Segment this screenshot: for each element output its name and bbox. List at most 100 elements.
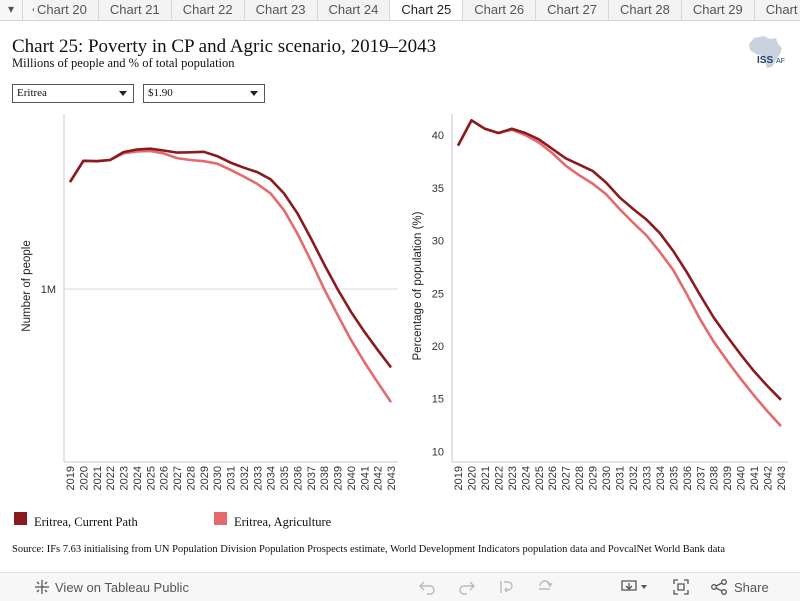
x-tick-label: 2032 bbox=[239, 466, 251, 490]
tab-chart-26[interactable]: Chart 26 bbox=[463, 0, 537, 20]
x-tick-label: 2024 bbox=[520, 466, 532, 490]
x-tick-label: 2032 bbox=[628, 466, 640, 490]
series-line-eritrea-agriculture bbox=[68, 149, 393, 403]
x-tick-label: 2042 bbox=[373, 466, 385, 490]
series-line-eritrea-current-path bbox=[456, 119, 782, 401]
tab-chart-24[interactable]: Chart 24 bbox=[317, 0, 391, 20]
fullscreen-icon bbox=[673, 579, 689, 595]
x-tick-label: 2021 bbox=[92, 466, 104, 490]
x-tick-label: 2041 bbox=[749, 466, 761, 490]
redo-button[interactable] bbox=[458, 578, 476, 596]
y-tick-label: 25 bbox=[432, 288, 444, 300]
x-tick-label: 2040 bbox=[346, 466, 358, 490]
x-tick-label: 2028 bbox=[185, 466, 197, 490]
y-tick-label: 15 bbox=[432, 394, 444, 406]
tab-chart-30[interactable]: Chart 30 bbox=[754, 0, 800, 20]
x-tick-label: 2033 bbox=[252, 466, 264, 490]
share-label: Share bbox=[734, 580, 769, 595]
tab-list: Chart 20 Chart 21 Chart 22 Chart 23 Chart 24… bbox=[34, 0, 800, 20]
tab-chart-22[interactable]: Chart 22 bbox=[171, 0, 245, 20]
x-tick-label: 2039 bbox=[333, 466, 345, 490]
series-line-eritrea-agriculture bbox=[456, 119, 782, 427]
x-tick-label: 2034 bbox=[655, 466, 667, 490]
download-button[interactable] bbox=[620, 578, 652, 596]
tab-chart-28[interactable]: Chart 28 bbox=[609, 0, 682, 20]
x-tick-label: 2040 bbox=[736, 466, 748, 490]
x-tick-label: 2028 bbox=[574, 466, 586, 490]
x-tick-label: 2029 bbox=[199, 466, 211, 490]
x-tick-label: 2022 bbox=[493, 466, 505, 490]
x-tick-label: 2036 bbox=[682, 466, 694, 490]
legend-label: Eritrea, Agriculture bbox=[234, 515, 332, 529]
page-title: Chart 25: Poverty in CP and Agric scenar… bbox=[12, 36, 437, 57]
x-tick-label: 2030 bbox=[601, 466, 613, 490]
series-line-eritrea-current-path bbox=[68, 147, 393, 369]
poverty-line-dropdown[interactable]: $1.90 bbox=[143, 84, 265, 103]
tab-chart-29[interactable]: Chart 29 bbox=[681, 0, 755, 20]
tab-chart-20[interactable]: Chart 20 bbox=[34, 0, 99, 20]
tab-chart-25[interactable]: Chart 25 bbox=[390, 0, 464, 20]
legend-swatch bbox=[14, 512, 27, 525]
x-tick-label: 2023 bbox=[507, 466, 519, 490]
view-on-tableau-label: View on Tableau Public bbox=[55, 580, 189, 595]
chevron-down-icon bbox=[250, 91, 258, 96]
undo-button[interactable] bbox=[418, 578, 436, 596]
tab-chart-21[interactable]: Chart 21 bbox=[98, 0, 172, 20]
poverty-line-dropdown-value: $1.90 bbox=[148, 87, 173, 99]
y-tick-label: 35 bbox=[432, 183, 444, 195]
x-tick-label: 2019 bbox=[453, 466, 465, 490]
x-tick-label: 2038 bbox=[319, 466, 331, 490]
x-tick-label: 2022 bbox=[105, 466, 117, 490]
undo-icon bbox=[419, 581, 435, 595]
x-tick-label: 2041 bbox=[359, 466, 371, 490]
x-tick-label: 2025 bbox=[145, 466, 157, 490]
x-tick-label: 2037 bbox=[306, 466, 318, 490]
refresh-icon bbox=[539, 580, 553, 590]
source-note: Source: IFs 7.63 initialising from UN Po… bbox=[12, 544, 725, 555]
x-tick-label: 2043 bbox=[386, 466, 398, 490]
x-tick-label: 2027 bbox=[561, 466, 573, 490]
refresh-button[interactable] bbox=[536, 578, 554, 596]
tabs-overflow-menu-button[interactable]: ▾ bbox=[0, 0, 23, 20]
chevron-down-icon bbox=[119, 91, 127, 96]
x-tick-label: 2021 bbox=[480, 466, 492, 490]
y-axis-label: Percentage of population (%) bbox=[412, 211, 424, 360]
x-tick-label: 2029 bbox=[588, 466, 600, 490]
y-tick-label: 10 bbox=[432, 446, 444, 458]
country-dropdown[interactable]: Eritrea bbox=[12, 84, 134, 103]
redo-icon bbox=[459, 581, 475, 595]
x-tick-label: 2027 bbox=[172, 466, 184, 490]
tab-chart-27[interactable]: Chart 27 bbox=[536, 0, 609, 20]
x-tick-label: 2037 bbox=[695, 466, 707, 490]
x-tick-label: 2043 bbox=[776, 466, 788, 490]
x-tick-label: 2038 bbox=[709, 466, 721, 490]
x-tick-label: 2042 bbox=[763, 466, 775, 490]
x-tick-label: 2031 bbox=[226, 466, 238, 490]
x-tick-label: 2019 bbox=[65, 466, 77, 490]
bottom-toolbar: View on Tableau Public Share bbox=[0, 572, 800, 601]
iss-africa-logo: ISS AF bbox=[749, 36, 785, 68]
legend-swatch bbox=[214, 512, 227, 525]
x-tick-label: 2023 bbox=[119, 466, 131, 490]
y-tick-label: 40 bbox=[432, 130, 444, 142]
download-icon bbox=[621, 580, 647, 591]
x-tick-label: 2031 bbox=[615, 466, 627, 490]
x-tick-label: 2024 bbox=[132, 466, 144, 490]
x-tick-label: 2026 bbox=[547, 466, 559, 490]
tableau-icon bbox=[35, 580, 49, 594]
tab-chart-23[interactable]: Chart 23 bbox=[244, 0, 318, 20]
x-tick-label: 2033 bbox=[641, 466, 653, 490]
x-tick-label: 2036 bbox=[292, 466, 304, 490]
fullscreen-button[interactable] bbox=[672, 578, 690, 596]
revert-icon bbox=[500, 581, 513, 593]
x-tick-label: 2020 bbox=[466, 466, 478, 490]
revert-button[interactable] bbox=[498, 578, 516, 596]
x-tick-label: 2039 bbox=[722, 466, 734, 490]
legend-label: Eritrea, Current Path bbox=[34, 515, 138, 529]
x-tick-label: 2026 bbox=[159, 466, 171, 490]
x-tick-label: 2035 bbox=[668, 466, 680, 490]
y-axis-label: Number of people bbox=[21, 240, 33, 331]
